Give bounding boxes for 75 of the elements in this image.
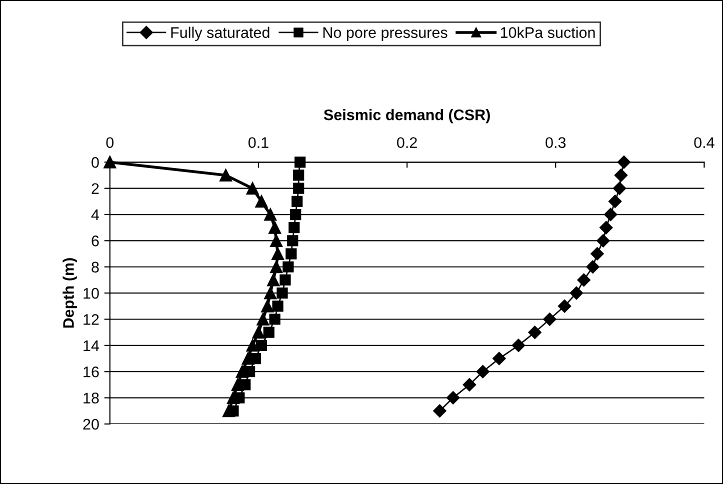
point [269, 314, 280, 325]
x-tick-label: 0.4 [694, 137, 714, 148]
point [264, 208, 277, 221]
y-tick-label: 16 [84, 366, 99, 378]
y-tick-label: 2 [92, 183, 99, 194]
y-tick-label: 4 [91, 210, 100, 220]
point [590, 247, 604, 260]
point [256, 312, 270, 326]
y-tick-label: 0 [92, 157, 99, 168]
point [272, 300, 284, 312]
point [222, 404, 236, 418]
point [512, 338, 526, 352]
point [270, 234, 283, 247]
point [287, 235, 298, 246]
legend-label: Fully saturated [171, 26, 270, 41]
point [264, 286, 277, 300]
point [231, 378, 244, 391]
point [263, 326, 274, 338]
point [252, 326, 265, 339]
point [586, 260, 600, 274]
y-tick-label: 12 [84, 314, 99, 325]
x-axis-title: Seismic demand (CSR) [324, 109, 490, 124]
point [236, 365, 248, 378]
point [528, 326, 542, 339]
point [543, 312, 556, 326]
legend-label: No pore pressures [323, 27, 448, 41]
point [433, 404, 446, 418]
point [608, 194, 622, 208]
point [256, 340, 267, 351]
point [604, 208, 618, 222]
point [267, 274, 280, 286]
point [255, 195, 268, 208]
x-tick-label: 0.2 [397, 137, 417, 148]
point [294, 156, 306, 168]
y-tick-label: 6 [92, 236, 99, 246]
point [280, 274, 291, 286]
y-axis-title: Depth (m) [62, 258, 77, 328]
point [261, 300, 274, 312]
point [476, 365, 490, 378]
point [600, 221, 613, 234]
y-tick-label: 18 [84, 392, 99, 404]
point [492, 352, 506, 366]
point [286, 248, 297, 260]
x-tick-label: 0.3 [546, 137, 566, 148]
point [268, 221, 282, 234]
point [272, 248, 284, 260]
point [282, 261, 294, 272]
legend-label: 10kPa suction [500, 26, 595, 38]
point [446, 391, 460, 404]
point [242, 352, 254, 365]
x-tick-label: 0 [106, 137, 114, 148]
point [276, 288, 288, 299]
x-tick-label: 0.1 [248, 137, 268, 148]
point [596, 234, 610, 248]
point [577, 273, 590, 287]
point [293, 182, 304, 194]
point [614, 168, 628, 182]
point [462, 378, 476, 392]
point [290, 208, 302, 220]
point [288, 222, 300, 234]
y-tick-label: 10 [84, 288, 99, 299]
point [558, 300, 572, 313]
y-tick-label: 14 [84, 340, 100, 351]
y-tick-label: 8 [92, 262, 99, 273]
point [104, 156, 116, 168]
y-tick-label: 20 [83, 418, 99, 430]
point [293, 170, 304, 181]
point [570, 286, 584, 300]
point [226, 392, 240, 404]
point [220, 168, 232, 182]
point [270, 260, 283, 274]
point [612, 182, 626, 195]
point [246, 339, 259, 352]
point [292, 196, 303, 207]
point [246, 182, 259, 195]
